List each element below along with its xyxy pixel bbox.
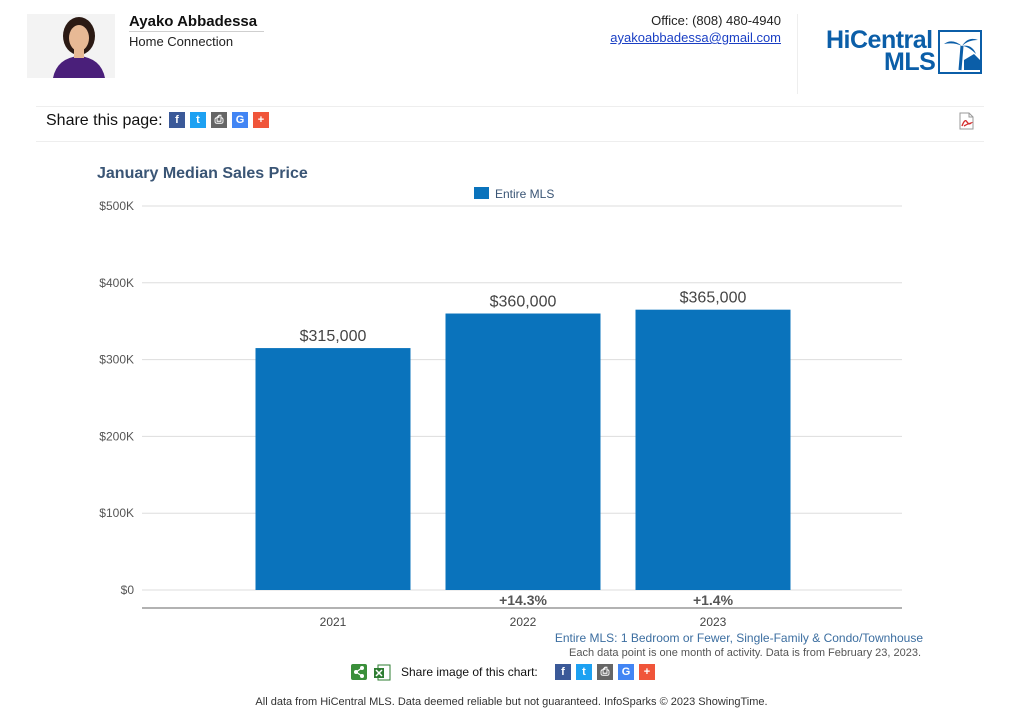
share-image-facebook-icon[interactable]: f — [555, 664, 571, 680]
x-tick-label: 2023 — [700, 615, 727, 629]
share-chart-icon[interactable] — [351, 664, 367, 680]
bar-2022[interactable] — [445, 313, 601, 590]
share-image-more-icon[interactable]: + — [639, 664, 655, 680]
palm-tree-logo-icon — [938, 30, 982, 74]
x-tick-label: 2022 — [510, 615, 537, 629]
share-page-google-icon[interactable]: G — [232, 112, 248, 128]
bar-change-label: +1.4% — [693, 592, 734, 608]
y-tick-label: $400K — [99, 276, 134, 290]
share-image-label: Share image of this chart: — [401, 665, 538, 679]
bar-2023[interactable] — [635, 309, 791, 590]
share-page-buttons: f t ⎙ G + — [169, 112, 269, 128]
legend-entry-entire-mls[interactable]: Entire MLS — [495, 187, 555, 201]
bar-value-label: $315,000 — [300, 328, 367, 345]
share-image-twitter-icon[interactable]: t — [576, 664, 592, 680]
share-image-print-icon[interactable]: ⎙ — [597, 664, 613, 680]
logo-text-line2: MLS — [884, 48, 936, 76]
y-tick-label: $0 — [121, 583, 135, 597]
share-page-facebook-icon[interactable]: f — [169, 112, 185, 128]
y-tick-label: $500K — [99, 199, 134, 213]
toolbar-top-divider — [36, 106, 984, 107]
share-image-google-icon[interactable]: G — [618, 664, 634, 680]
legend-swatch[interactable] — [474, 187, 489, 199]
y-tick-label: $200K — [99, 429, 134, 443]
share-page-twitter-icon[interactable]: t — [190, 112, 206, 128]
bar-change-label: +14.3% — [499, 592, 547, 608]
office-phone: Office: (808) 480-4940 — [651, 13, 781, 28]
share-page-print-icon[interactable]: ⎙ — [211, 112, 227, 128]
share-page-label: Share this page: — [46, 112, 163, 129]
toolbar-bottom-divider — [36, 141, 984, 142]
copyright-footer: All data from HiCentral MLS. Data deemed… — [255, 696, 768, 708]
header-divider — [797, 14, 798, 94]
name-divider — [129, 31, 264, 32]
agent-name: Ayako Abbadessa — [129, 13, 258, 30]
y-tick-label: $300K — [99, 353, 134, 367]
bar-value-label: $365,000 — [680, 290, 747, 307]
bar-2021[interactable] — [255, 348, 411, 590]
series-note: Entire MLS: 1 Bedroom or Fewer, Single-F… — [554, 631, 923, 645]
agent-email-link[interactable]: ayakoabbadessa@gmail.com — [610, 30, 781, 45]
share-image-buttons: f t ⎙ G + — [555, 664, 655, 680]
bar-value-label: $360,000 — [490, 294, 557, 311]
y-tick-label: $100K — [99, 506, 134, 520]
chart-title: January Median Sales Price — [97, 165, 308, 182]
excel-export-icon[interactable] — [374, 664, 391, 681]
agent-company: Home Connection — [129, 34, 234, 49]
agent-photo — [27, 14, 115, 78]
logo-text-line1: HiCentral — [826, 26, 933, 54]
data-note: Each data point is one month of activity… — [569, 647, 921, 659]
x-tick-label: 2021 — [320, 615, 347, 629]
share-page-more-icon[interactable]: + — [253, 112, 269, 128]
pdf-download-icon[interactable] — [958, 112, 974, 130]
